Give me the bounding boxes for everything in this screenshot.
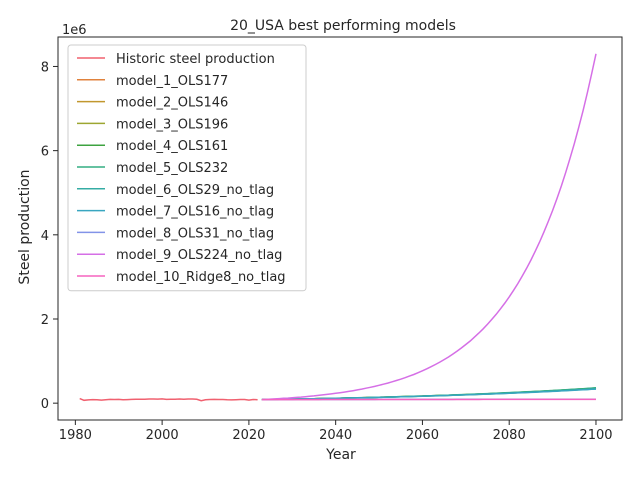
x-tick-label: 2040 [319, 428, 352, 443]
x-tick-label: 1980 [59, 428, 92, 443]
series-line-4 [261, 387, 597, 401]
chart-title: 20_USA best performing models [230, 18, 456, 34]
plot-lines [79, 53, 597, 402]
legend-box [67, 44, 307, 292]
y-tick-label: 4 [41, 229, 49, 244]
y-tick-label: 0 [41, 397, 49, 412]
legend-label: model_6_OLS29_no_tlag [116, 183, 274, 198]
series-line-historic [79, 397, 258, 402]
y-tick-label: 6 [41, 145, 49, 160]
legend-label: Historic steel production [116, 52, 275, 67]
legend-label: model_9_OLS224_no_tlag [116, 248, 282, 263]
series-line-2 [261, 387, 597, 401]
y-tick-label: 2 [41, 313, 49, 328]
legend-label: model_4_OLS161 [116, 139, 228, 154]
y-axis-label: Steel production [17, 169, 33, 284]
x-axis-label: Year [325, 447, 356, 463]
series-line-7 [261, 388, 597, 401]
legend-label: model_5_OLS232 [116, 161, 228, 176]
series-line-9 [261, 53, 597, 401]
series-line-5 [261, 387, 597, 401]
x-tick-label: 2060 [406, 428, 439, 443]
legend-label: model_3_OLS196 [116, 117, 228, 132]
x-tick-label: 2080 [493, 428, 526, 443]
x-tick-label: 2100 [579, 428, 612, 443]
legend-label: model_2_OLS146 [116, 96, 228, 111]
x-tick-label: 2000 [146, 428, 179, 443]
y-tick-label: 8 [41, 60, 49, 75]
x-tick-label: 2020 [232, 428, 265, 443]
axes: 1980 2000 2020 2040 2060 2080 2100 0 2 4 6 8 [41, 36, 623, 443]
legend-label: model_1_OLS177 [116, 74, 228, 89]
legend-label: model_7_OLS16_no_tlag [116, 205, 274, 220]
axes-frame [57, 36, 623, 421]
legend-label: model_8_OLS31_no_tlag [116, 226, 274, 241]
legend-label: model_10_Ridge8_no_tlag [116, 270, 286, 285]
y-offset-label: 1e6 [62, 23, 87, 38]
legend: Historic steel production model_1_OLS177m… [67, 44, 307, 292]
